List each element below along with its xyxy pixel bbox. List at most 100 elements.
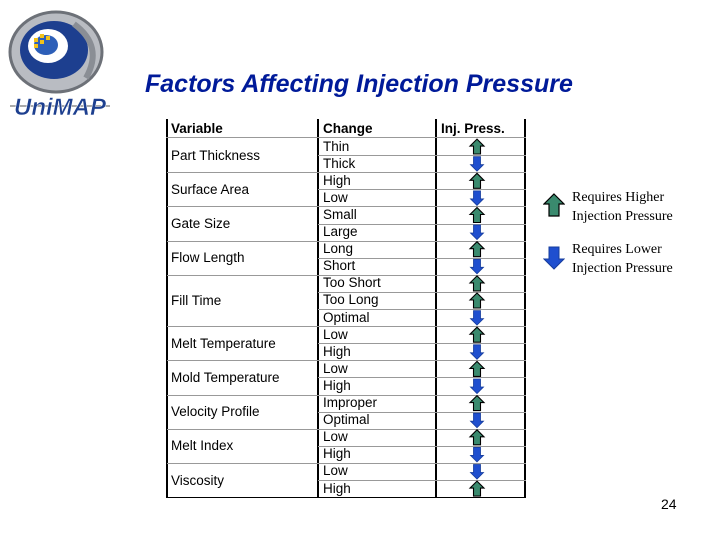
table-divider-change-effect	[435, 119, 437, 497]
legend-higher-line2: Injection Pressure	[572, 209, 673, 224]
header-inj-press: Inj. Press.	[441, 121, 505, 136]
change-cell: Too Long	[323, 292, 379, 308]
arrow-down-icon	[469, 310, 485, 326]
row-divider	[318, 257, 526, 259]
table-border-right	[524, 119, 526, 497]
row-divider	[318, 462, 526, 464]
header-change: Change	[323, 121, 373, 136]
table-border-bottom	[166, 497, 526, 499]
change-cell: High	[323, 172, 351, 188]
variable-cell: Mold Temperature	[171, 369, 280, 385]
arrow-down-icon	[469, 224, 485, 241]
arrow-up-icon	[468, 292, 486, 309]
change-cell: Long	[323, 241, 354, 257]
arrow-up-icon	[468, 172, 486, 189]
change-cell: Low	[323, 463, 348, 479]
arrow-down-icon	[469, 156, 485, 172]
arrow-down-icon	[469, 258, 485, 275]
row-divider	[318, 291, 526, 293]
change-cell: Low	[323, 360, 348, 376]
row-divider	[318, 480, 526, 481]
arrow-up-icon	[468, 326, 486, 343]
change-cell: Low	[323, 429, 348, 445]
variable-cell: Fill Time	[171, 293, 222, 308]
legend-higher-line1: Requires Higher	[572, 190, 665, 205]
variable-cell: Velocity Profile	[171, 404, 260, 420]
variable-divider	[167, 206, 318, 208]
legend-lower: Requires Lower Injection Pressure	[572, 240, 673, 278]
arrow-up-icon	[468, 275, 486, 292]
row-divider	[318, 172, 526, 174]
variable-cell: Melt Temperature	[171, 335, 276, 351]
variable-divider	[167, 172, 318, 174]
arrow-down-icon	[469, 344, 485, 360]
change-cell: Thin	[323, 138, 350, 154]
change-cell: Short	[323, 258, 356, 274]
variable-cell: Flow Length	[171, 250, 245, 266]
row-divider	[318, 445, 526, 447]
variable-cell: Part Thickness	[171, 147, 261, 163]
change-cell: Low	[323, 189, 348, 205]
injection-pressure-table: Variable Change Inj. Press. Part Thickne…	[166, 119, 527, 499]
change-cell: Improper	[323, 395, 378, 410]
header-variable: Variable	[171, 121, 223, 136]
arrow-down-icon	[469, 378, 485, 395]
row-divider	[318, 189, 526, 191]
variable-divider	[167, 240, 318, 242]
arrow-down-icon	[469, 412, 485, 429]
variable-divider	[167, 274, 318, 276]
variable-divider	[167, 326, 318, 328]
row-divider	[318, 309, 526, 310]
unimap-logo: UniMAP	[8, 10, 110, 121]
variable-cell: Viscosity	[171, 472, 225, 488]
row-divider	[318, 206, 526, 208]
arrow-up-icon	[468, 206, 486, 224]
row-divider	[318, 428, 526, 430]
variable-divider	[167, 462, 318, 464]
row-divider	[318, 326, 526, 328]
row-divider	[318, 377, 526, 379]
arrow-down-icon	[469, 190, 485, 206]
legend-lower-line2: Injection Pressure	[572, 261, 673, 276]
arrow-up-icon	[468, 138, 486, 155]
arrow-up-icon	[468, 240, 486, 258]
table-border-left	[166, 119, 168, 497]
arrow-up-icon	[468, 360, 486, 377]
change-cell: Optimal	[323, 412, 370, 428]
row-divider	[318, 223, 526, 225]
row-divider	[166, 137, 526, 138]
table-divider-variable-change	[317, 119, 319, 497]
variable-divider	[167, 360, 318, 362]
change-cell: High	[323, 343, 351, 359]
page-number: 24	[661, 496, 677, 512]
change-cell: Optimal	[323, 309, 370, 325]
legend-higher: Requires Higher Injection Pressure	[572, 188, 673, 226]
row-divider	[318, 274, 526, 276]
legend-arrow-down-icon	[543, 246, 565, 270]
row-divider	[318, 394, 526, 396]
variable-cell: Gate Size	[171, 216, 231, 231]
row-divider	[318, 360, 526, 362]
change-cell: Too Short	[323, 275, 381, 291]
arrow-up-icon	[468, 480, 486, 497]
change-cell: Small	[323, 206, 357, 222]
row-divider	[318, 240, 526, 242]
legend-arrow-up-icon	[543, 193, 565, 217]
slide-title: Factors Affecting Injection Pressure	[145, 70, 573, 98]
variable-cell: Melt Index	[171, 438, 234, 454]
row-divider	[318, 343, 526, 345]
change-cell: Thick	[323, 155, 356, 171]
change-cell: High	[323, 377, 351, 393]
change-cell: High	[323, 480, 351, 496]
variable-divider	[167, 394, 318, 396]
change-cell: Low	[323, 326, 348, 342]
row-divider	[318, 411, 526, 413]
legend-lower-line1: Requires Lower	[572, 242, 662, 257]
svg-text:UniMAP: UniMAP	[14, 94, 107, 121]
arrow-up-icon	[468, 429, 486, 446]
variable-cell: Surface Area	[171, 181, 250, 197]
variable-divider	[167, 428, 318, 430]
arrow-down-icon	[469, 446, 485, 463]
change-cell: High	[323, 446, 351, 462]
row-divider	[318, 155, 526, 157]
